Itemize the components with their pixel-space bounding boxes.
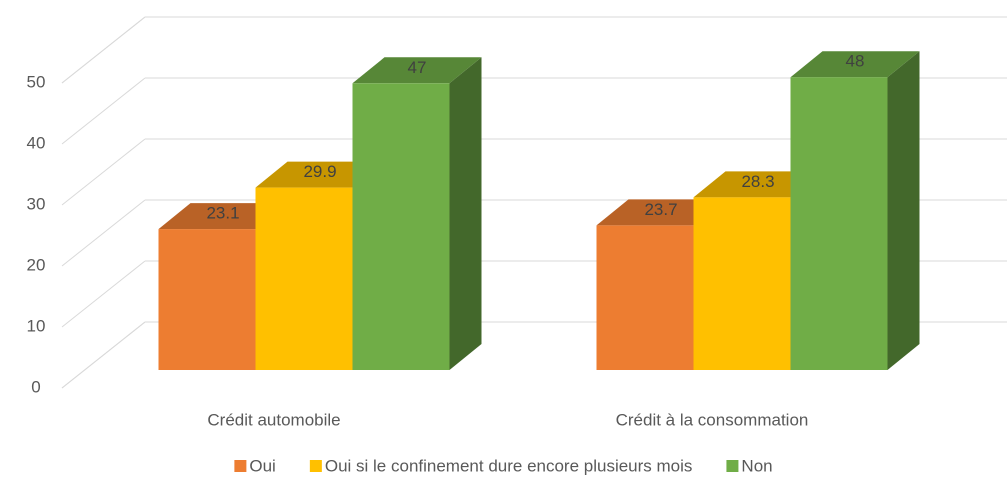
bar-top [255, 161, 385, 188]
grid-line [61, 138, 146, 206]
bar-top [693, 171, 823, 198]
y-tick-label: 10 [27, 316, 46, 335]
bar [352, 83, 450, 371]
bar-top [158, 203, 288, 230]
y-tick-label: 40 [27, 133, 46, 152]
grid-line [61, 77, 146, 145]
legend-label: Oui [249, 456, 275, 475]
bar [596, 225, 694, 370]
data-label: 29.9 [303, 162, 336, 181]
bar-side [449, 57, 482, 371]
bar-side [887, 51, 920, 370]
grid-line [61, 321, 146, 389]
legend-swatch [726, 460, 739, 472]
data-label: 23.1 [206, 204, 239, 223]
y-tick-label: 20 [27, 255, 46, 274]
x-tick-label: Crédit automobile [207, 410, 340, 429]
bar-top [596, 199, 726, 226]
data-label: 48 [846, 52, 865, 71]
data-label: 23.7 [644, 200, 677, 219]
legend-swatch [309, 460, 322, 472]
bar [158, 229, 256, 370]
grid-line [61, 199, 146, 267]
legend-label: Non [741, 456, 772, 475]
grid-line [61, 16, 146, 84]
x-tick-label: Crédit à la consommation [616, 410, 809, 429]
bar [693, 197, 791, 370]
y-tick-label: 30 [27, 194, 46, 213]
bar [790, 77, 888, 370]
legend-swatch [234, 460, 247, 472]
bar-top [790, 51, 920, 78]
y-tick-label: 50 [27, 72, 46, 91]
data-label: 47 [408, 58, 427, 77]
bar [255, 187, 353, 370]
legend-label: Oui si le confinement dure encore plusie… [325, 456, 693, 475]
y-tick-label: 0 [31, 377, 40, 396]
grid-line [61, 260, 146, 328]
bar-top [352, 57, 482, 84]
data-label: 28.3 [741, 172, 774, 191]
legend: Oui Oui si le confinement dure encore plu… [234, 456, 773, 475]
